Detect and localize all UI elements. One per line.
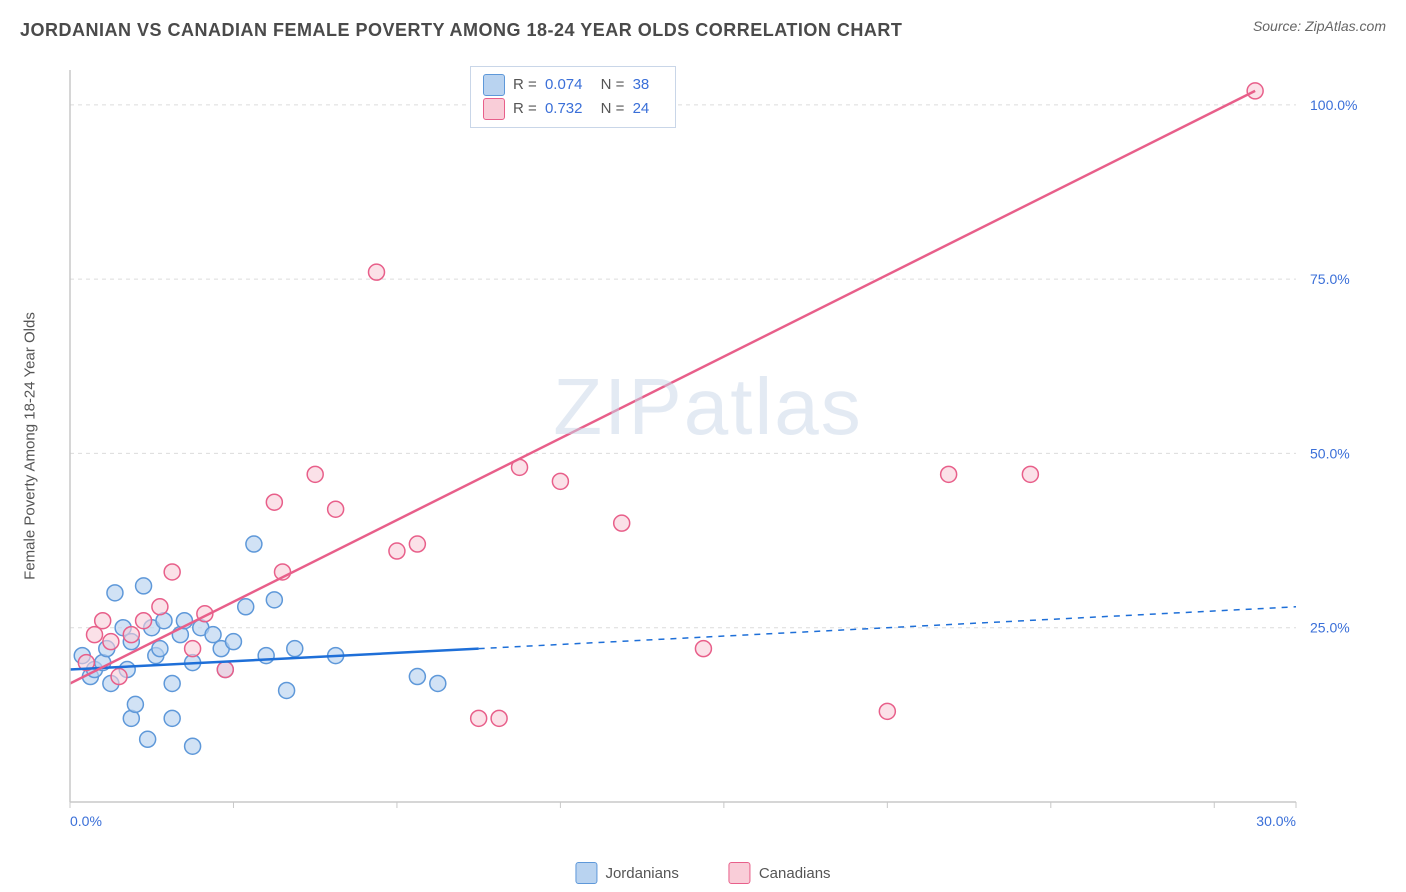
legend-label-jordanians: Jordanians bbox=[605, 865, 678, 882]
swatch bbox=[483, 74, 505, 96]
scatter-plot-svg: 25.0% 50.0% 75.0% 100.0% 0.0% 30.0% bbox=[50, 60, 1366, 832]
chart-title: JORDANIAN VS CANADIAN FEMALE POVERTY AMO… bbox=[20, 20, 902, 40]
legend-item-jordanians: Jordanians bbox=[575, 862, 678, 884]
swatch bbox=[483, 98, 505, 120]
svg-text:100.0%: 100.0% bbox=[1310, 97, 1357, 113]
legend-row-jordanians: R = 0.074 N = 38 bbox=[483, 73, 663, 97]
chart-container: { "title": "JORDANIAN VS CANADIAN FEMALE… bbox=[0, 0, 1406, 892]
svg-text:50.0%: 50.0% bbox=[1310, 445, 1350, 461]
title-bar: JORDANIAN VS CANADIAN FEMALE POVERTY AMO… bbox=[20, 20, 1386, 50]
swatch-blue bbox=[575, 862, 597, 884]
legend-row-canadians: R = 0.732 N = 24 bbox=[483, 97, 663, 121]
svg-text:30.0%: 30.0% bbox=[1256, 813, 1296, 829]
legend-series: Jordanians Canadians bbox=[575, 862, 830, 884]
source-attribution: Source: ZipAtlas.com bbox=[1253, 18, 1386, 34]
y-axis-label: Female Poverty Among 18-24 Year Olds bbox=[22, 312, 39, 580]
legend-label-canadians: Canadians bbox=[759, 865, 831, 882]
svg-text:0.0%: 0.0% bbox=[70, 813, 102, 829]
svg-text:25.0%: 25.0% bbox=[1310, 620, 1350, 636]
legend-correlation: R = 0.074 N = 38R = 0.732 N = 24 bbox=[470, 66, 676, 128]
svg-text:75.0%: 75.0% bbox=[1310, 271, 1350, 287]
plot-area: Female Poverty Among 18-24 Year Olds 25.… bbox=[50, 60, 1366, 832]
legend-item-canadians: Canadians bbox=[729, 862, 831, 884]
swatch-pink bbox=[729, 862, 751, 884]
